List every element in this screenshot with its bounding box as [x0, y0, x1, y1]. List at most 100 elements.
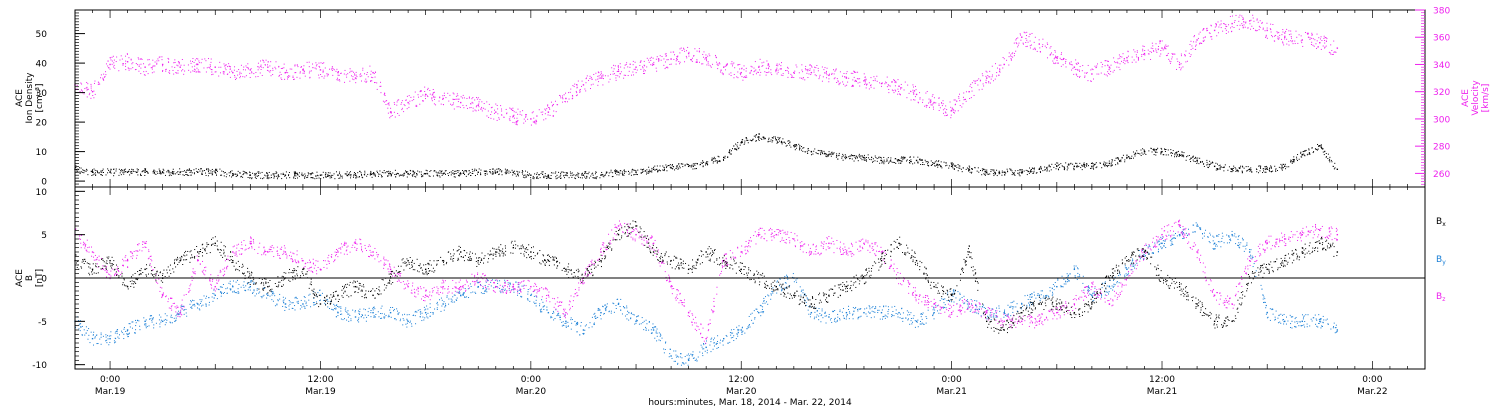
- velocity-sample: [380, 85, 382, 87]
- velocity-sample: [268, 70, 270, 72]
- density-point: [985, 171, 988, 173]
- velocity-sample: [999, 69, 1001, 71]
- density-sample: [80, 167, 82, 169]
- velocity-sample: [1159, 40, 1161, 42]
- velocity-sample: [167, 57, 169, 59]
- velocity-sample: [814, 66, 816, 68]
- density-sample: [179, 168, 181, 170]
- by-sample: [113, 340, 115, 342]
- velocity-sample: [457, 98, 459, 100]
- density-point: [845, 156, 848, 159]
- velocity-sample: [956, 100, 958, 102]
- by-sample: [94, 337, 96, 339]
- density-sample: [242, 176, 244, 178]
- density-sample: [174, 173, 176, 175]
- velocity-sample: [1149, 51, 1151, 53]
- by-sample: [145, 325, 147, 327]
- density-sample: [980, 169, 982, 171]
- density-sample: [307, 176, 309, 178]
- density-sample: [391, 174, 393, 176]
- velocity-sample: [161, 56, 163, 58]
- velocity-sample: [433, 92, 435, 94]
- velocity-sample: [1135, 61, 1137, 63]
- velocity-sample: [569, 91, 571, 93]
- density-sample: [527, 175, 529, 177]
- density-sample: [633, 174, 635, 176]
- by-point: [1021, 303, 1023, 305]
- velocity-sample: [1046, 57, 1048, 59]
- velocity-sample: [1290, 40, 1292, 42]
- density-sample: [475, 169, 477, 171]
- density-sample: [921, 159, 923, 161]
- by-sample: [252, 282, 254, 284]
- by-sample: [138, 320, 140, 322]
- velocity-sample: [1259, 20, 1261, 22]
- velocity-sample: [624, 64, 626, 66]
- density-sample: [186, 169, 188, 171]
- velocity-sample: [516, 122, 518, 124]
- by-sample: [128, 333, 130, 335]
- density-sample: [1293, 159, 1295, 161]
- by-sample: [123, 333, 125, 335]
- velocity-sample: [152, 65, 154, 67]
- by-sample: [175, 319, 177, 321]
- by-sample: [171, 322, 173, 324]
- velocity-sample: [1065, 66, 1067, 68]
- by-sample: [220, 291, 222, 293]
- velocity-sample: [696, 61, 698, 63]
- by-sample: [149, 318, 151, 320]
- velocity-sample: [706, 60, 708, 62]
- velocity-sample: [490, 114, 492, 116]
- velocity-sample: [379, 85, 381, 87]
- density-sample: [1057, 169, 1059, 171]
- density-sample: [498, 174, 500, 176]
- velocity-sample: [503, 116, 505, 118]
- velocity-sample: [1243, 24, 1245, 26]
- velocity-sample: [86, 86, 88, 88]
- by-sample: [213, 297, 215, 299]
- density-sample: [105, 174, 107, 176]
- velocity-sample: [119, 59, 121, 61]
- density-sample: [133, 170, 135, 172]
- density-sample: [1040, 165, 1042, 167]
- density-sample: [168, 172, 170, 174]
- density-sample: [1121, 157, 1123, 159]
- by-sample: [211, 296, 213, 298]
- density-sample: [1269, 168, 1271, 170]
- velocity-sample: [394, 103, 396, 105]
- velocity-sample: [788, 72, 790, 74]
- density-sample: [1019, 169, 1021, 171]
- density-sample: [836, 153, 838, 155]
- density-sample: [441, 171, 443, 173]
- velocity-point: [354, 77, 357, 79]
- density-sample: [663, 166, 665, 168]
- velocity-sample: [989, 76, 991, 78]
- velocity-sample: [765, 72, 767, 74]
- velocity-sample: [415, 104, 417, 106]
- velocity-sample: [895, 82, 897, 84]
- velocity-sample: [928, 102, 930, 104]
- velocity-sample: [384, 94, 386, 96]
- velocity-sample: [302, 72, 304, 74]
- density-sample: [1046, 168, 1048, 170]
- velocity-sample: [1110, 64, 1112, 66]
- velocity-sample: [1096, 73, 1098, 75]
- velocity-sample: [145, 70, 147, 72]
- by-sample: [118, 337, 120, 339]
- by-sample: [303, 296, 305, 298]
- velocity-sample: [1180, 67, 1182, 69]
- velocity-sample: [1202, 40, 1204, 42]
- velocity-sample: [615, 77, 617, 79]
- density-sample: [1093, 164, 1095, 166]
- density-sample: [231, 170, 233, 172]
- velocity-sample: [1225, 25, 1227, 27]
- density-sample: [851, 158, 853, 160]
- density-sample: [492, 172, 494, 174]
- velocity-sample: [828, 81, 830, 83]
- velocity-sample: [650, 59, 652, 61]
- velocity-point: [968, 90, 970, 93]
- velocity-sample: [327, 73, 329, 75]
- density-sample: [1148, 150, 1150, 152]
- velocity-sample: [676, 58, 678, 60]
- velocity-sample: [771, 74, 773, 76]
